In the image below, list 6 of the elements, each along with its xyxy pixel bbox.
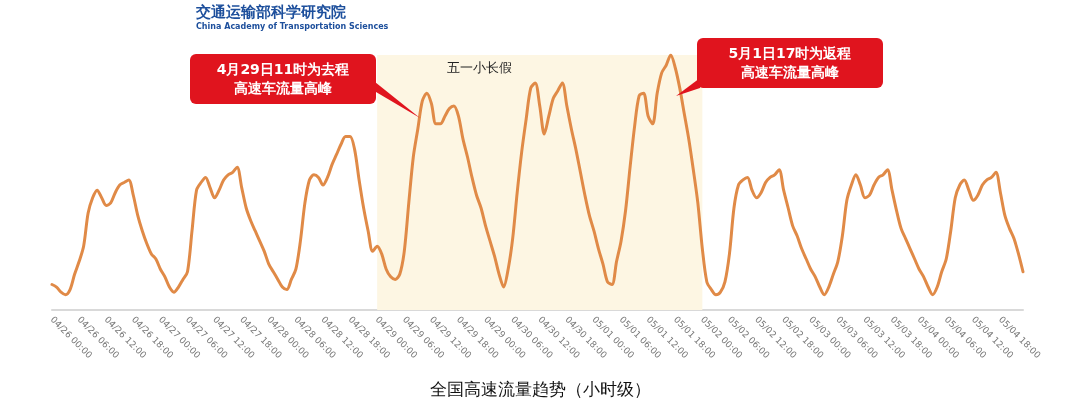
text: 交通运输部科学研究院 bbox=[195, 2, 346, 21]
text: 全国高速流量趋势（小时级） bbox=[429, 378, 651, 399]
annotation: 5月1日17时为返程高速车流量高峰 bbox=[727, 44, 853, 82]
band-label: 五一小长假 bbox=[447, 60, 513, 75]
text: China Academy of Transportation Sciences bbox=[196, 21, 389, 31]
annotation: 4月29日11时为去程高速车流量高峰 bbox=[216, 60, 350, 98]
